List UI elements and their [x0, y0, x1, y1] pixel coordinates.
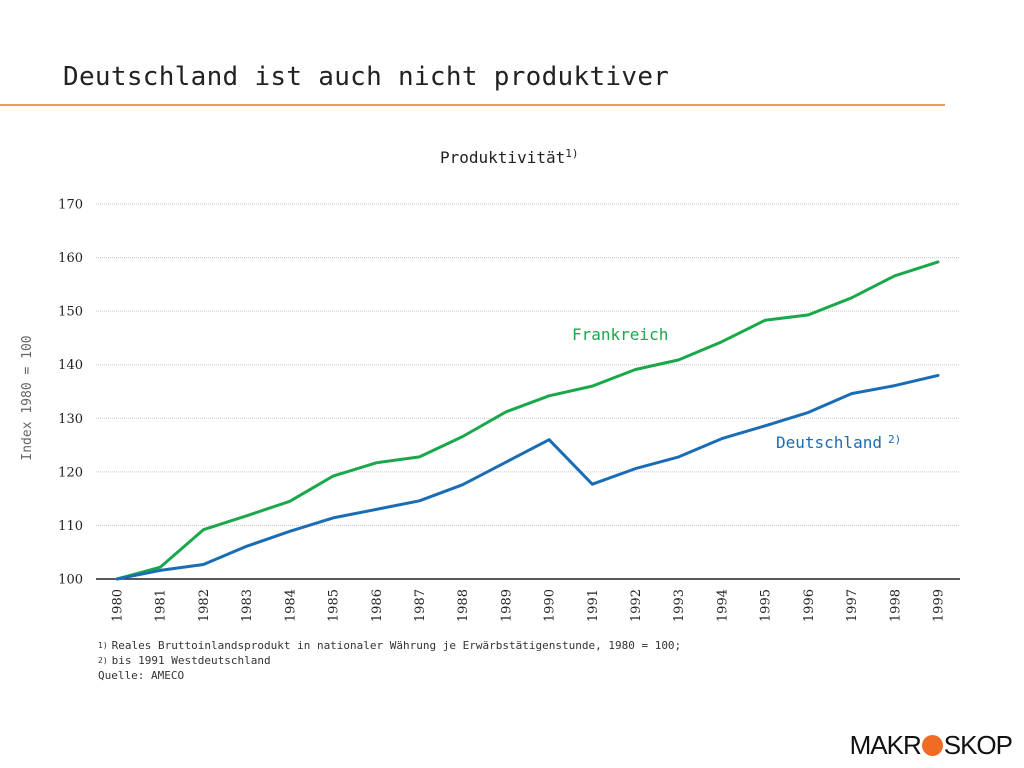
x-tick-1982: 1982 — [197, 589, 212, 622]
logo-text-right: SKOP — [943, 730, 1013, 760]
x-axis-ticks: 1980 1981 1982 1983 1984 1985 1986 1987 1988 1989… — [111, 589, 947, 622]
x-tick-1987: 1987 — [413, 589, 428, 622]
series-label-name: Deutschland — [776, 433, 882, 452]
x-tick-1999: 1999 — [932, 589, 947, 622]
y-tick-130: 130 — [58, 412, 83, 427]
series-lines — [115, 260, 940, 581]
x-tick-1996: 1996 — [802, 589, 817, 622]
footnote-1: 1) Reales Bruttoinlandsprodukt in nationa… — [98, 638, 681, 653]
y-tick-100: 100 — [58, 573, 83, 588]
series-label-frankreich: Frankreich — [572, 325, 668, 344]
x-tick-1991: 1991 — [586, 589, 601, 622]
footnote-2-text: bis 1991 Westdeutschland — [111, 654, 271, 667]
y-axis-label: Index 1980 = 100 — [20, 335, 35, 460]
series-label-name: Frankreich — [572, 325, 668, 344]
x-tick-1997: 1997 — [845, 589, 860, 622]
series-label-deutschland: Deutschland 2) — [776, 433, 901, 452]
x-tick-1988: 1988 — [456, 589, 471, 622]
logo-text-left: MAKR — [849, 730, 922, 760]
source-note: Quelle: AMECO — [98, 669, 185, 682]
y-tick-110: 110 — [58, 519, 83, 534]
x-tick-1994: 1994 — [715, 589, 730, 622]
x-tick-1984: 1984 — [283, 589, 298, 622]
y-tick-160: 160 — [58, 251, 83, 266]
title-divider — [0, 104, 945, 106]
series-line-deutschland — [115, 373, 940, 581]
x-tick-1995: 1995 — [759, 589, 774, 622]
x-tick-1998: 1998 — [888, 589, 903, 622]
chart-title-sup: 1) — [565, 147, 578, 160]
x-tick-1992: 1992 — [629, 589, 644, 622]
chart-title: Produktivität1) — [440, 147, 578, 167]
y-tick-150: 150 — [58, 305, 83, 320]
x-tick-1981: 1981 — [154, 589, 169, 622]
slide-title: Deutschland ist auch nicht produktiver — [63, 62, 670, 92]
series-line-frankreich — [115, 260, 940, 581]
x-tick-1980: 1980 — [111, 589, 126, 622]
x-tick-1989: 1989 — [499, 589, 514, 622]
x-tick-1986: 1986 — [370, 589, 385, 622]
x-tick-1993: 1993 — [672, 589, 687, 622]
x-tick-1983: 1983 — [240, 589, 255, 622]
y-tick-140: 140 — [58, 358, 83, 373]
footnote-1-number: 1) — [98, 641, 108, 650]
y-tick-120: 120 — [58, 465, 83, 480]
series-label-sup: 2) — [888, 433, 901, 446]
x-tick-1990: 1990 — [543, 589, 558, 622]
chart-title-text: Produktivität — [440, 148, 565, 167]
footnote-1-text: Reales Bruttoinlandsprodukt in nationale… — [111, 639, 682, 652]
x-tick-1985: 1985 — [327, 589, 342, 622]
grid-lines — [96, 203, 960, 526]
footnote-2-number: 2) — [98, 656, 108, 665]
series-labels: Frankreich Deutschland 2) — [572, 325, 901, 452]
y-axis-ticks: 100 110 120 130 140 150 160 170 — [58, 198, 83, 588]
logo-dot-icon — [921, 735, 943, 756]
footnotes: 1) Reales Bruttoinlandsprodukt in nationa… — [98, 638, 681, 683]
y-tick-170: 170 — [58, 198, 83, 213]
footnote-2: 2) bis 1991 Westdeutschland — [98, 653, 681, 668]
makroskop-logo: MAKR SKOP — [849, 730, 1013, 761]
